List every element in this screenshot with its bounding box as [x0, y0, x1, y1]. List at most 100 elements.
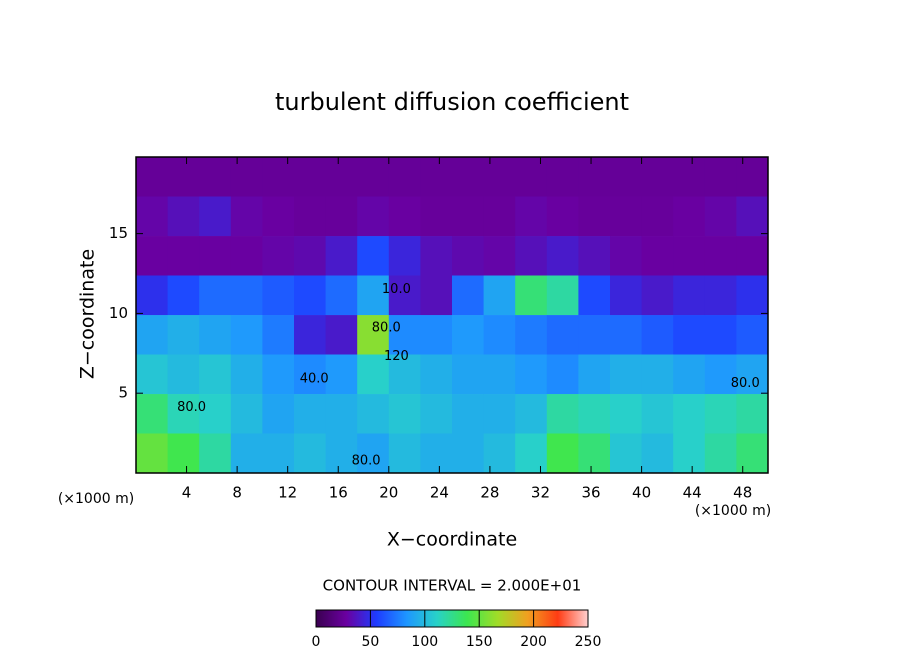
x-tick-label: 20 [379, 484, 398, 502]
cell [420, 196, 453, 237]
cell [641, 394, 674, 434]
cell [452, 433, 485, 473]
cell [610, 275, 643, 316]
chart-title: turbulent diffusion coefficient [275, 88, 629, 116]
cell [610, 433, 643, 473]
cell [167, 433, 200, 473]
colorbar-tick-label: 200 [520, 634, 547, 650]
cell [610, 354, 643, 395]
cell [673, 196, 706, 237]
cell [167, 157, 200, 197]
cell [736, 275, 768, 316]
cell [199, 236, 232, 276]
cell [641, 196, 674, 237]
cell [483, 196, 516, 237]
cell [167, 236, 200, 276]
cell [325, 315, 358, 355]
cell [610, 236, 643, 276]
cell [673, 394, 706, 434]
cell [357, 236, 390, 276]
cell [325, 157, 358, 197]
cell [546, 196, 579, 237]
cell [230, 394, 263, 434]
cell [515, 315, 548, 355]
cell [578, 196, 611, 237]
cell [515, 157, 548, 197]
cell [515, 433, 548, 473]
cell [420, 433, 453, 473]
cell [388, 275, 421, 316]
cell [546, 157, 579, 197]
cell [388, 157, 421, 197]
cell [641, 354, 674, 395]
cell [452, 275, 485, 316]
cell [167, 354, 200, 395]
cell [357, 275, 390, 316]
colorbar-tick-label: 250 [575, 634, 602, 650]
cell [704, 196, 737, 237]
cell [230, 157, 263, 197]
x-tick-label: 24 [430, 484, 449, 502]
cell [704, 157, 737, 197]
colorbar-tick-label: 0 [312, 634, 321, 650]
cell [357, 354, 390, 395]
cell [641, 236, 674, 276]
colorbar-tick-label: 50 [361, 634, 379, 650]
contour-label: 120 [384, 349, 409, 364]
cell [641, 315, 674, 355]
cell [610, 315, 643, 355]
x-tick-label: 44 [683, 484, 702, 502]
cell [673, 236, 706, 276]
cell [294, 196, 327, 237]
cell [452, 394, 485, 434]
cell [230, 196, 263, 237]
cell [388, 394, 421, 434]
cell [294, 275, 327, 316]
cell [420, 354, 453, 395]
cell [546, 275, 579, 316]
contour-note: CONTOUR INTERVAL = 2.000E+01 [323, 577, 582, 595]
cell [325, 275, 358, 316]
cell [230, 315, 263, 355]
cell [641, 433, 674, 473]
field [136, 157, 768, 473]
cell [262, 315, 295, 355]
cell [673, 433, 706, 473]
cell [736, 354, 768, 395]
cell [199, 275, 232, 316]
x-tick-label: 16 [329, 484, 348, 502]
cell [357, 433, 390, 473]
cell [294, 433, 327, 473]
contour-label: 80.0 [731, 376, 760, 391]
cell [420, 394, 453, 434]
cell [483, 275, 516, 316]
cell [199, 354, 232, 395]
colorbar-tick-label: 150 [466, 634, 493, 650]
cell [673, 315, 706, 355]
cell [136, 236, 169, 276]
cell [641, 275, 674, 316]
cell [294, 354, 327, 395]
x-tick-label: 32 [531, 484, 550, 502]
cell [483, 157, 516, 197]
cell [420, 315, 453, 355]
cell [136, 433, 169, 473]
cell [199, 157, 232, 197]
cell [357, 196, 390, 237]
cell [230, 236, 263, 276]
cell [262, 236, 295, 276]
cell [515, 354, 548, 395]
cell [641, 157, 674, 197]
cell [546, 315, 579, 355]
cell [357, 315, 390, 355]
cell [325, 394, 358, 434]
cell [610, 157, 643, 197]
cell [515, 275, 548, 316]
cell [136, 315, 169, 355]
contour-label: 80.0 [352, 454, 381, 469]
cell [673, 275, 706, 316]
x-tick-label: 12 [278, 484, 297, 502]
cell [420, 157, 453, 197]
cell [388, 236, 421, 276]
